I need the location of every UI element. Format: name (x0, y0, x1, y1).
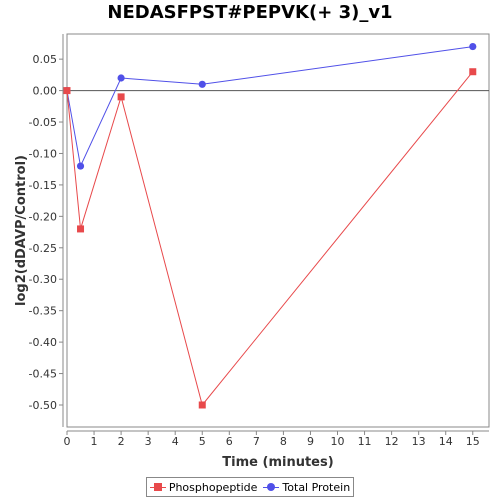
x-tick-label: 4 (172, 435, 179, 448)
data-point-phosphopeptide (63, 87, 71, 95)
y-axis-title: log2(dDAVP/Control) (14, 155, 29, 306)
x-tick-label: 8 (280, 435, 287, 448)
x-tick-label: 9 (307, 435, 314, 448)
x-axis: 0 1 2 3 4 5 6 7 8 9 10 11 12 13 14 15 (64, 430, 489, 448)
y-tick-label: -0.50 (29, 399, 57, 412)
data-point-total-protein (117, 74, 125, 82)
data-point-total-protein (469, 42, 477, 51)
x-tick-label: 5 (199, 435, 206, 448)
x-tick-label: 7 (253, 435, 260, 448)
legend-swatch-phosphopeptide (149, 482, 166, 492)
y-tick-label: 0.05 (33, 53, 58, 66)
chart-title: NEDASFPST#PEPVK(+ 3)_v1 (107, 2, 393, 23)
legend-label-phosphopeptide: Phosphopeptide (168, 480, 258, 494)
x-tick-label: 6 (226, 435, 233, 448)
plot-area (66, 33, 490, 428)
data-point-total-protein (198, 80, 206, 88)
data-point-phosphopeptide (469, 68, 477, 76)
x-tick-label: 10 (331, 435, 345, 448)
x-tick-label: 14 (439, 435, 453, 448)
y-tick-label: -0.05 (29, 116, 57, 129)
x-axis-title: Time (minutes) (222, 455, 333, 470)
y-tick-label: -0.45 (29, 368, 57, 381)
y-tick-label: 0.00 (33, 85, 58, 98)
legend-item-total-protein: Total Protein (263, 481, 350, 494)
y-tick-label: -0.25 (29, 242, 57, 255)
series-layer (63, 42, 477, 409)
legend-label-total-protein: Total Protein (282, 480, 351, 494)
data-point-phosphopeptide (77, 225, 85, 233)
y-tick-label: -0.15 (29, 179, 57, 192)
legend-item-phosphopeptide: Phosphopeptide (149, 480, 258, 494)
x-tick-label: 11 (358, 435, 372, 448)
x-tick-label: 2 (118, 435, 125, 448)
y-tick-label: -0.10 (29, 147, 57, 160)
data-point-phosphopeptide (198, 401, 206, 409)
y-tick-label: -0.20 (29, 210, 57, 223)
y-tick-label: -0.30 (29, 273, 57, 286)
x-tick-label: 12 (385, 435, 399, 448)
y-tick-label: -0.35 (29, 305, 57, 318)
y-tick-label: -0.40 (29, 336, 57, 349)
x-tick-label: 13 (412, 435, 426, 448)
legend: Phosphopeptide Total Protein (146, 477, 354, 497)
x-tick-label: 0 (64, 435, 71, 448)
x-tick-label: 15 (466, 435, 480, 448)
y-axis: 0.05 0.00 -0.05 -0.10 -0.15 -0.20 -0.25 -0.30 -0… (29, 34, 64, 427)
legend-swatch-total-protein (263, 482, 280, 492)
x-tick-label: 1 (91, 435, 98, 448)
data-point-total-protein (76, 162, 85, 170)
data-point-phosphopeptide (117, 93, 125, 101)
x-tick-label: 3 (145, 435, 152, 448)
